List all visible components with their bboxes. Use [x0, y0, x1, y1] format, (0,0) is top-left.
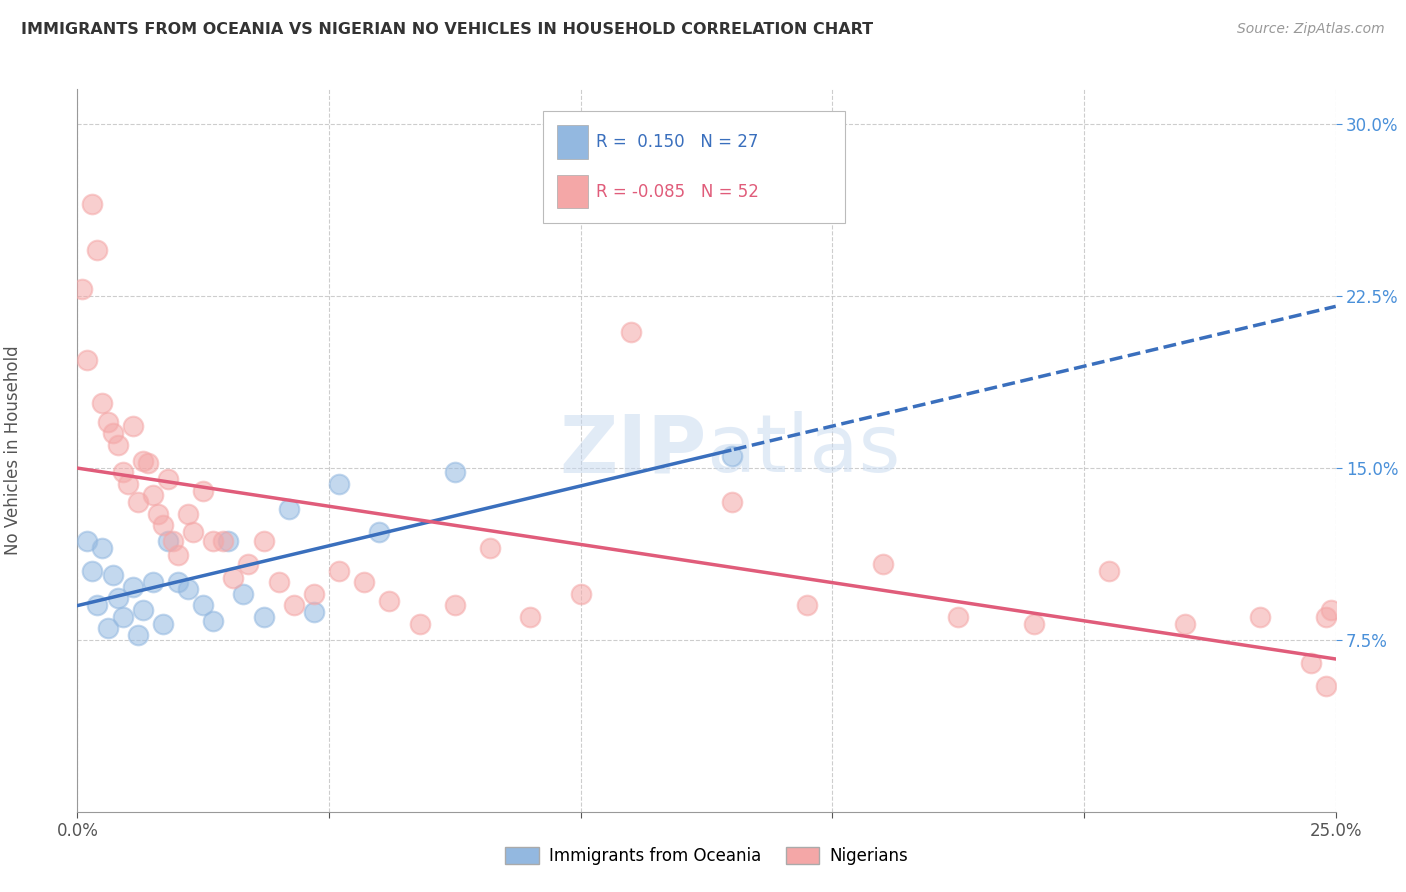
Point — [181, 524, 204, 539]
Point — [152, 518, 174, 533]
Point — [156, 534, 179, 549]
Point — [96, 621, 118, 635]
Point — [238, 557, 260, 571]
Point — [136, 456, 159, 470]
Point — [111, 609, 134, 624]
Point — [76, 534, 98, 549]
Point — [82, 197, 104, 211]
Point — [167, 575, 190, 590]
Point — [1174, 616, 1197, 631]
Point — [720, 449, 742, 463]
Point — [121, 580, 143, 594]
Text: IMMIGRANTS FROM OCEANIA VS NIGERIAN NO VEHICLES IN HOUSEHOLD CORRELATION CHART: IMMIGRANTS FROM OCEANIA VS NIGERIAN NO V… — [21, 22, 873, 37]
Point — [111, 465, 134, 479]
Point — [267, 575, 290, 590]
Point — [127, 628, 149, 642]
Point — [96, 415, 118, 429]
Point — [252, 534, 274, 549]
Point — [1098, 564, 1121, 578]
Point — [720, 495, 742, 509]
Point — [152, 616, 174, 631]
Point — [142, 488, 165, 502]
Point — [569, 587, 592, 601]
Point — [222, 571, 245, 585]
Point — [217, 534, 239, 549]
Point — [479, 541, 502, 555]
Point — [283, 599, 305, 613]
Point — [76, 352, 98, 367]
Text: ZIP: ZIP — [560, 411, 707, 490]
Point — [142, 575, 165, 590]
Text: R = -0.085   N = 52: R = -0.085 N = 52 — [596, 183, 759, 201]
Point — [353, 575, 375, 590]
Point — [796, 599, 818, 613]
Point — [72, 282, 94, 296]
Point — [107, 591, 129, 606]
Point — [167, 548, 190, 562]
Point — [1315, 609, 1337, 624]
Point — [127, 495, 149, 509]
Point — [177, 507, 200, 521]
Point — [620, 326, 643, 340]
Point — [202, 534, 225, 549]
Y-axis label: No Vehicles in Household: No Vehicles in Household — [4, 345, 21, 556]
Point — [328, 564, 350, 578]
Point — [162, 534, 184, 549]
Text: atlas: atlas — [707, 411, 901, 490]
Point — [191, 483, 215, 498]
Point — [132, 454, 155, 468]
Point — [444, 599, 467, 613]
Point — [121, 419, 143, 434]
Point — [91, 541, 114, 555]
Point — [378, 593, 401, 607]
Point — [212, 534, 235, 549]
Point — [177, 582, 200, 597]
Point — [277, 502, 299, 516]
Point — [948, 609, 970, 624]
Point — [252, 609, 274, 624]
Point — [328, 476, 350, 491]
Point — [101, 568, 124, 582]
Point — [1299, 656, 1322, 670]
Point — [368, 524, 391, 539]
Point — [1022, 616, 1045, 631]
Point — [82, 564, 104, 578]
Point — [1319, 603, 1341, 617]
Point — [132, 603, 155, 617]
Point — [117, 476, 139, 491]
Point — [519, 609, 541, 624]
Point — [408, 616, 430, 631]
Point — [107, 438, 129, 452]
Point — [302, 587, 325, 601]
Point — [232, 587, 254, 601]
Point — [202, 615, 225, 629]
Point — [101, 426, 124, 441]
Point — [1249, 609, 1271, 624]
Point — [86, 599, 108, 613]
Legend: Immigrants from Oceania, Nigerians: Immigrants from Oceania, Nigerians — [499, 840, 914, 872]
Point — [146, 507, 169, 521]
Point — [1315, 679, 1337, 693]
Point — [444, 465, 467, 479]
Text: Source: ZipAtlas.com: Source: ZipAtlas.com — [1237, 22, 1385, 37]
Point — [86, 243, 108, 257]
Point — [156, 472, 179, 486]
Point — [302, 605, 325, 619]
Point — [91, 396, 114, 410]
Point — [872, 557, 894, 571]
Text: R =  0.150   N = 27: R = 0.150 N = 27 — [596, 133, 759, 152]
Point — [191, 599, 215, 613]
